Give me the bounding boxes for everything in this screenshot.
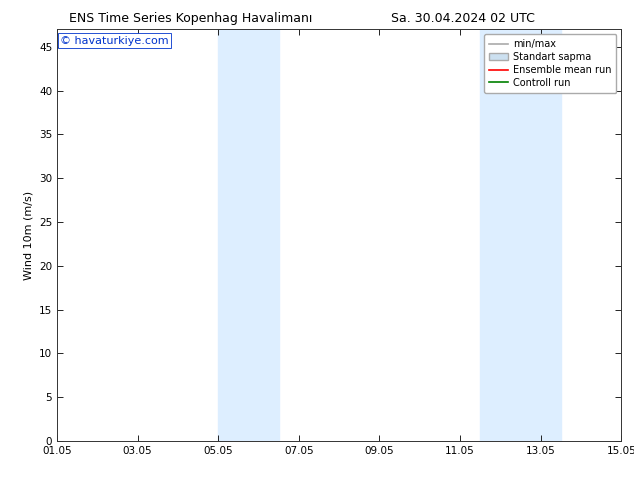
Bar — [481, 29, 561, 441]
Text: ENS Time Series Kopenhag Havalimanı: ENS Time Series Kopenhag Havalimanı — [68, 12, 312, 25]
Y-axis label: Wind 10m (m/s): Wind 10m (m/s) — [23, 191, 34, 280]
Legend: min/max, Standart sapma, Ensemble mean run, Controll run: min/max, Standart sapma, Ensemble mean r… — [484, 34, 616, 93]
Bar — [218, 29, 279, 441]
Text: Sa. 30.04.2024 02 UTC: Sa. 30.04.2024 02 UTC — [391, 12, 534, 25]
Text: © havaturkiye.com: © havaturkiye.com — [60, 36, 169, 46]
